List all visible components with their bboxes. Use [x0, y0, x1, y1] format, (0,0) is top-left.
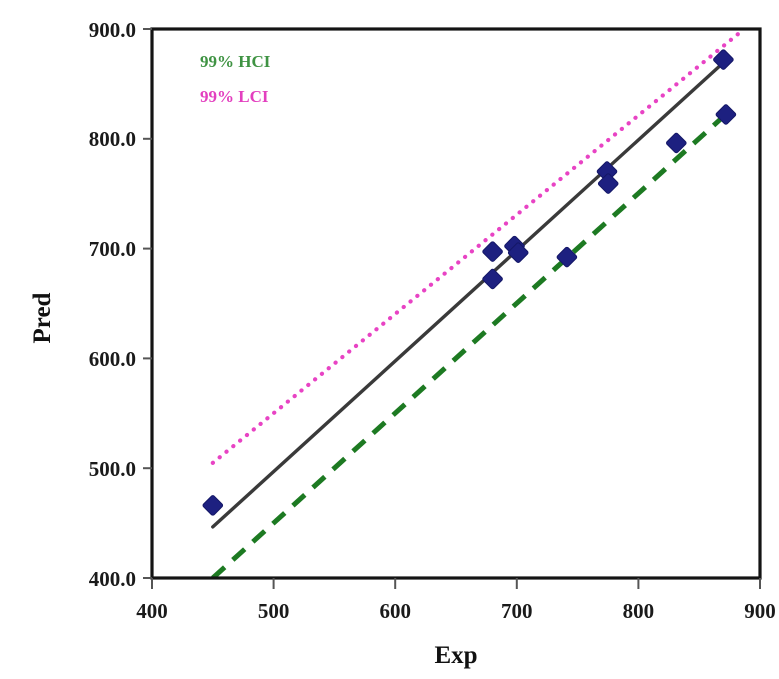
legend-item-lci: 99% LCI — [200, 87, 269, 106]
fit-line — [211, 58, 728, 529]
legend-item-hci: 99% HCI — [200, 52, 271, 71]
plot-data-layer — [202, 30, 747, 577]
plot-frame — [150, 27, 762, 580]
data-point — [713, 49, 734, 70]
y-axis-title: Pred — [29, 292, 56, 343]
data-point — [482, 241, 503, 262]
data-point — [715, 104, 737, 125]
x-axis-title: Exp — [434, 642, 477, 669]
x-axis-ticks — [151, 578, 761, 589]
x-tick-label: 500 — [258, 599, 290, 623]
x-tick-label: 900 — [744, 599, 776, 623]
lci-line — [210, 30, 747, 465]
data-point — [666, 132, 687, 154]
data-point — [507, 242, 529, 263]
x-tick-label: 600 — [379, 599, 411, 623]
hci-line — [211, 112, 728, 577]
x-tick-label: 400 — [136, 599, 168, 623]
data-point — [202, 495, 224, 516]
y-tick-label: 800.0 — [89, 127, 136, 151]
y-tick-label: 900.0 — [89, 18, 136, 42]
data-point — [482, 268, 503, 290]
y-tick-label: 500.0 — [89, 457, 136, 481]
y-tick-label: 700.0 — [89, 237, 136, 261]
y-tick-label: 400.0 — [89, 567, 136, 591]
data-point — [597, 173, 619, 194]
data-point — [556, 246, 578, 268]
y-tick-label: 600.0 — [89, 347, 136, 371]
data-point-markers — [202, 49, 737, 516]
y-axis-ticks — [143, 28, 152, 579]
x-tick-label: 700 — [501, 599, 533, 623]
x-tick-label: 800 — [623, 599, 655, 623]
